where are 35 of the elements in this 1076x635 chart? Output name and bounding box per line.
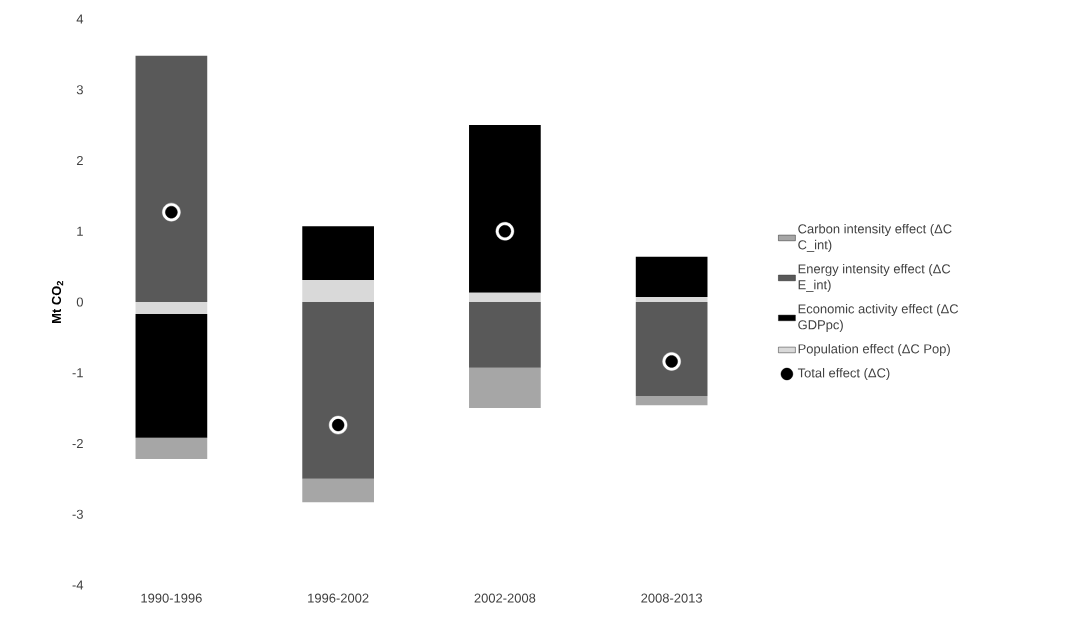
- bar: [135, 301, 208, 315]
- bar: [135, 314, 208, 438]
- legend-label: Economic activity effect (ΔC GDPpc): [798, 303, 959, 332]
- bar: [469, 292, 541, 302]
- bar: [302, 301, 374, 479]
- bar: [135, 55, 208, 302]
- y-tick-label: -1: [72, 368, 83, 378]
- bar: [635, 256, 708, 298]
- x-tick-label: 2002-2008: [474, 593, 536, 603]
- bar: [302, 280, 374, 302]
- bar: [135, 437, 208, 460]
- y-tick-label: 3: [76, 85, 83, 95]
- y-tick-label: -4: [72, 580, 84, 590]
- bar: [635, 301, 708, 397]
- legend-label: Total effect (ΔC): [797, 367, 890, 381]
- y-axis-title: Mt CO$_{2}$: [51, 281, 64, 323]
- legend-label: Energy intensity effect (ΔC E_int): [798, 263, 951, 292]
- bar: [635, 396, 708, 406]
- legend-label: Population effect (ΔC Pop): [798, 343, 950, 356]
- y-tick-label: 1: [77, 226, 83, 236]
- y-tick-label: -2: [72, 438, 83, 449]
- bar: [469, 301, 541, 368]
- bar: [635, 297, 708, 302]
- y-tick-label: 0: [76, 297, 83, 307]
- bar: [469, 125, 541, 293]
- bar: [302, 226, 374, 281]
- x-tick-label: 1990-1996: [141, 593, 202, 603]
- y-tick-label: 2: [76, 155, 83, 166]
- y-tick-label: 4: [76, 14, 84, 24]
- legend-label: Carbon intensity effect (ΔC C_int): [798, 223, 952, 252]
- x-tick-label: 1996-2002: [308, 593, 369, 603]
- x-tick-label: 2008-2013: [641, 593, 703, 603]
- y-tick-label: -3: [72, 509, 83, 519]
- bar: [469, 367, 541, 409]
- bar: [302, 478, 374, 503]
